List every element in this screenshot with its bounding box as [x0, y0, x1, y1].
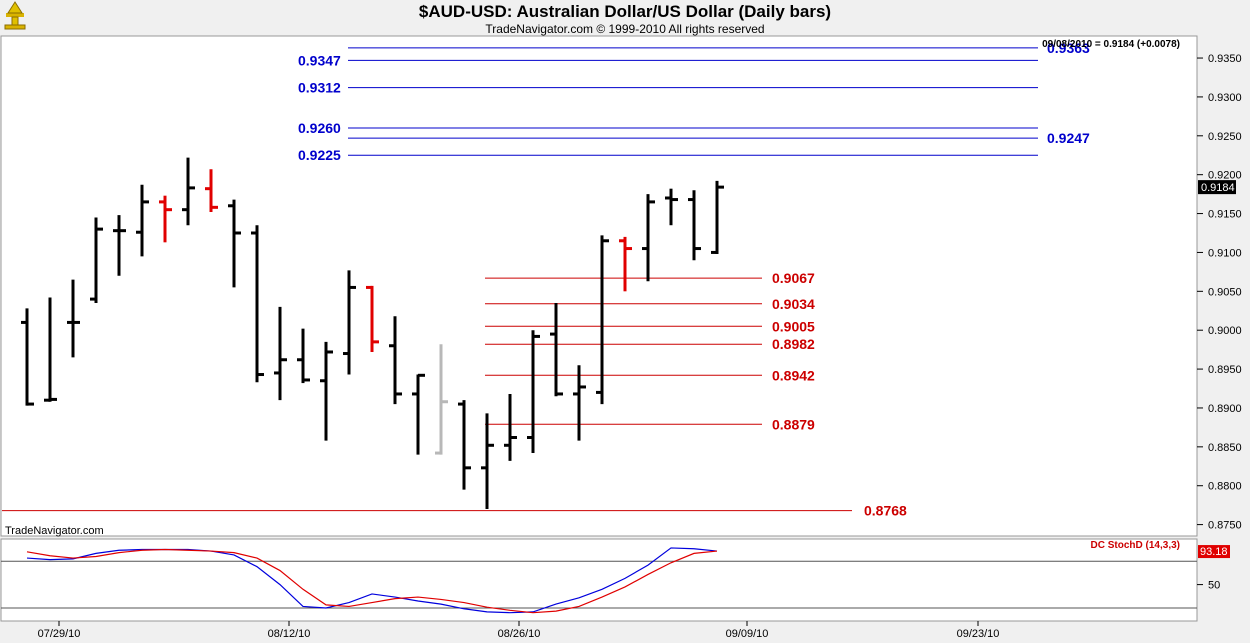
last-price-box: [1198, 180, 1236, 195]
resistance-label: 0.9347: [298, 52, 341, 68]
resistance-label: 0.9312: [298, 80, 341, 96]
logo-icon: [4, 1, 26, 30]
resistance-label: 0.9225: [298, 147, 341, 163]
indicator-line: [26, 547, 718, 614]
price-panel: [0, 35, 1198, 537]
support-label: 0.8768: [864, 503, 907, 519]
support-label: 0.8879: [772, 416, 815, 432]
y-tick-label: 0.9250: [1208, 131, 1242, 143]
y-tick-label: 0.8750: [1208, 520, 1242, 532]
y-tick-label: 0.9200: [1208, 170, 1242, 182]
support-label: 0.9005: [772, 318, 815, 334]
resistance-label: 0.9247: [1047, 130, 1090, 146]
y-tick-label: 0.9000: [1208, 325, 1242, 337]
support-label: 0.8942: [772, 367, 815, 383]
indicator-value-label: 93.18: [1200, 546, 1228, 558]
x-tick-label: 08/26/10: [498, 628, 541, 640]
watermark: TradeNavigator.com: [5, 525, 104, 537]
y-tick-label: 0.9300: [1208, 92, 1242, 104]
x-tick-label: 09/23/10: [957, 628, 1000, 640]
readout: 09/08/2010 = 0.9184 (+0.0078): [1042, 39, 1180, 50]
x-tick-label: 07/29/10: [38, 628, 81, 640]
indicator-y-tick-label: 50: [1208, 580, 1220, 592]
support-label: 0.9034: [772, 296, 815, 312]
chart-title: $AUD-USD: Australian Dollar/US Dollar (D…: [418, 2, 832, 21]
indicator-panel: [0, 538, 1198, 622]
y-tick-label: 0.9350: [1208, 53, 1242, 65]
y-tick-label: 0.9100: [1208, 247, 1242, 259]
chart-subtitle: TradeNavigator.com © 1999-2010 All right…: [485, 22, 765, 36]
support-label: 0.8982: [772, 336, 815, 352]
indicator-name: DC StochD (14,3,3): [1091, 540, 1180, 551]
indicator-line: [26, 548, 718, 614]
last-price-label: 0.9184: [1201, 182, 1235, 194]
y-tick-label: 0.9050: [1208, 286, 1242, 298]
indicator-value-box: [1198, 545, 1230, 559]
y-tick-label: 0.8850: [1208, 442, 1242, 454]
support-label: 0.9067: [772, 270, 815, 286]
y-tick-label: 0.8800: [1208, 481, 1242, 493]
y-tick-label: 0.9150: [1208, 209, 1242, 221]
y-tick-label: 0.8950: [1208, 364, 1242, 376]
x-tick-label: 08/12/10: [268, 628, 311, 640]
resistance-label: 0.9260: [298, 120, 341, 136]
x-tick-label: 09/09/10: [726, 628, 769, 640]
y-tick-label: 0.8900: [1208, 403, 1242, 415]
resistance-label: 0.9363: [1047, 40, 1090, 56]
